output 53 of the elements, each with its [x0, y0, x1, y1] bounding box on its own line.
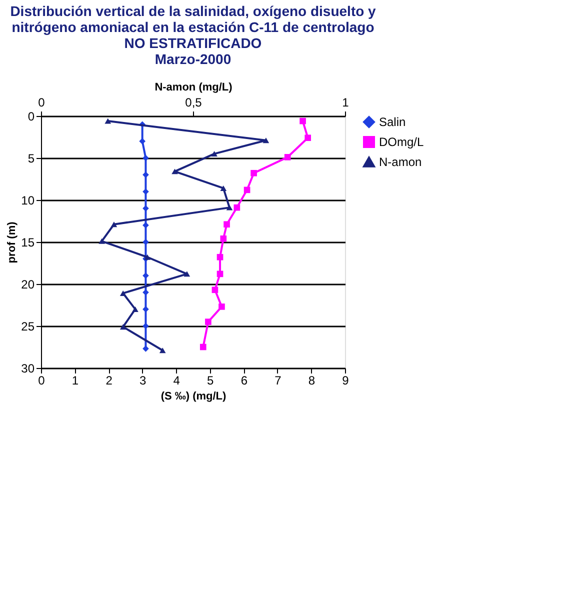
point [284, 154, 291, 160]
x-tick-label: 7 [274, 374, 282, 388]
x-tick-label: 1 [72, 374, 79, 388]
point [300, 118, 306, 124]
point [142, 289, 149, 296]
x2-tick-label: 0 [38, 96, 46, 110]
point [142, 188, 149, 195]
point [142, 322, 149, 330]
point [142, 346, 149, 352]
legend-label: DOmg/L [379, 135, 424, 149]
legend-label: Salin [379, 115, 406, 129]
point [142, 306, 149, 312]
point [142, 238, 149, 246]
x-tick-label: 9 [342, 374, 350, 388]
x-tick-label: 0 [38, 374, 46, 388]
y-tick-label: 5 [28, 152, 35, 166]
x2-axis-title: N-amon (mg/L) [154, 82, 233, 94]
point [142, 222, 149, 228]
point [250, 170, 257, 176]
y-tick-label: 30 [21, 362, 35, 376]
point [216, 270, 224, 278]
y-tick-label: 25 [21, 320, 35, 334]
x-tick-label: 5 [207, 374, 214, 388]
point [220, 235, 227, 242]
point [224, 221, 230, 228]
y-axis-title: prof (m) [6, 221, 18, 264]
point [244, 186, 250, 194]
point [205, 318, 212, 325]
point [218, 304, 225, 310]
y-tick-label: 0 [28, 110, 35, 124]
chart-title: Distribución vertical de la salinidad, oxígeno disuelto y nitrógeno amoniacal en la estación C-11 de centrolago NO ESTRATIFICADO Marzo-2000 [10, 3, 376, 67]
y-tick-label: 10 [21, 194, 35, 208]
point [200, 344, 206, 350]
x-tick-label: 4 [173, 374, 180, 388]
point [212, 286, 218, 294]
y-tick-label: 15 [21, 236, 35, 250]
legend-label: N-amon [379, 155, 422, 169]
point [142, 172, 149, 178]
x-tick-label: 2 [106, 374, 113, 388]
point [142, 154, 149, 162]
point [216, 254, 224, 260]
x2-tick-label: 0,5 [185, 96, 202, 110]
point [142, 272, 149, 279]
point [139, 138, 146, 144]
point [234, 204, 240, 211]
point [304, 134, 312, 142]
x-axis-title: (S ‰) (mg/L) [160, 390, 227, 402]
point [142, 205, 149, 212]
x-tick-label: 8 [308, 374, 316, 388]
x2-tick-label: 1 [342, 96, 350, 110]
x-tick-label: 6 [240, 374, 248, 388]
x-tick-label: 3 [139, 374, 146, 388]
y-tick-label: 20 [21, 278, 35, 292]
